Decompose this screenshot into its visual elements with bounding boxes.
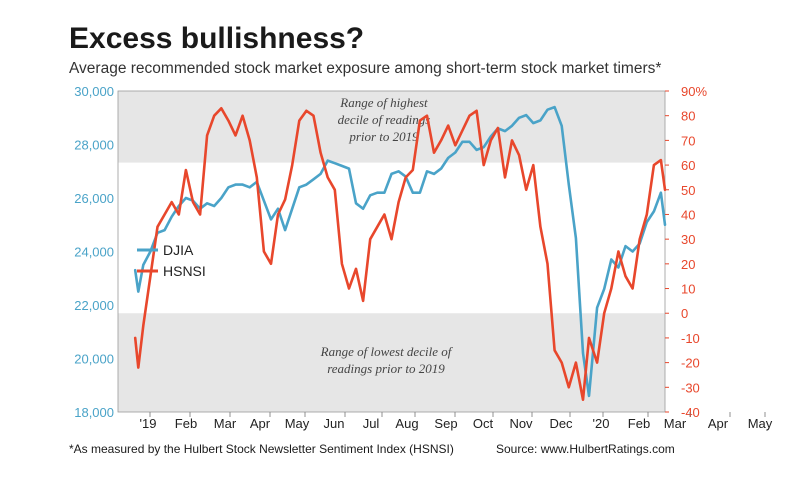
y-right-tick-label: 70 xyxy=(681,133,695,148)
x-tick-label: '19 xyxy=(140,416,157,431)
y-left-tick-label: 18,000 xyxy=(74,405,114,420)
x-tick-label: Oct xyxy=(473,416,494,431)
series-line-hsnsi xyxy=(133,107,667,402)
y-right-tick-label: -10 xyxy=(681,331,700,346)
y-right-tick-label: 60 xyxy=(681,158,695,173)
y-right-tick-label: 20 xyxy=(681,257,695,272)
band-high-label-line-2: decile of readings xyxy=(338,112,431,127)
x-tick-label: Nov xyxy=(509,416,533,431)
y-left-tick-label: 24,000 xyxy=(74,245,114,260)
y-left-tick-label: 28,000 xyxy=(74,138,114,153)
y-left-tick-label: 30,000 xyxy=(74,84,114,99)
x-tick-label: May xyxy=(748,416,773,431)
legend-label-djia: DJIA xyxy=(163,242,194,258)
x-tick-label: Mar xyxy=(664,416,687,431)
y-right-tick-label: 50 xyxy=(681,183,695,198)
plot-frame xyxy=(117,90,666,413)
x-tick-label: Sep xyxy=(434,416,457,431)
y-left-tick-label: 22,000 xyxy=(74,298,114,313)
x-tick-label: Jun xyxy=(324,416,345,431)
y-right-tick-label: 40 xyxy=(681,207,695,222)
x-tick-label: Aug xyxy=(395,416,418,431)
x-tick-label: Jul xyxy=(363,416,380,431)
y-left-tick-label: 20,000 xyxy=(74,352,114,367)
source-credit: Source: www.HulbertRatings.com xyxy=(496,442,675,456)
footnote: *As measured by the Hulbert Stock Newsle… xyxy=(69,442,454,456)
x-tick-label: Apr xyxy=(708,416,729,431)
band-high-label-line-1: Range of highest xyxy=(339,95,428,110)
y-right-tick-label: 30 xyxy=(681,232,695,247)
y-right-tick-label: 0 xyxy=(681,306,688,321)
y-left-tick-label: 26,000 xyxy=(74,191,114,206)
x-tick-label: Feb xyxy=(628,416,650,431)
x-tick-label: Apr xyxy=(250,416,271,431)
band-low-label-line-1: Range of lowest decile of xyxy=(320,344,454,359)
band-high-label-line-3: prior to 2019 xyxy=(348,129,419,144)
band-low-label-line-2: readings prior to 2019 xyxy=(327,361,445,376)
legend-label-hsnsi: HSNSI xyxy=(163,263,206,279)
x-tick-label: May xyxy=(285,416,310,431)
x-tick-label: Dec xyxy=(549,416,573,431)
x-tick-label: Feb xyxy=(175,416,197,431)
y-right-tick-label: -30 xyxy=(681,380,700,395)
y-right-tick-label: 80 xyxy=(681,109,695,124)
page-subtitle: Average recommended stock market exposur… xyxy=(69,60,662,77)
y-right-tick-label: -20 xyxy=(681,356,700,371)
y-right-tick-label: 10 xyxy=(681,282,695,297)
band-low xyxy=(118,313,665,412)
x-tick-label: Mar xyxy=(214,416,237,431)
x-tick-label: '20 xyxy=(593,416,610,431)
page-title: Excess bullishness? xyxy=(69,22,365,55)
series-line-djia xyxy=(133,105,667,398)
y-right-tick-label: 90% xyxy=(681,84,707,99)
